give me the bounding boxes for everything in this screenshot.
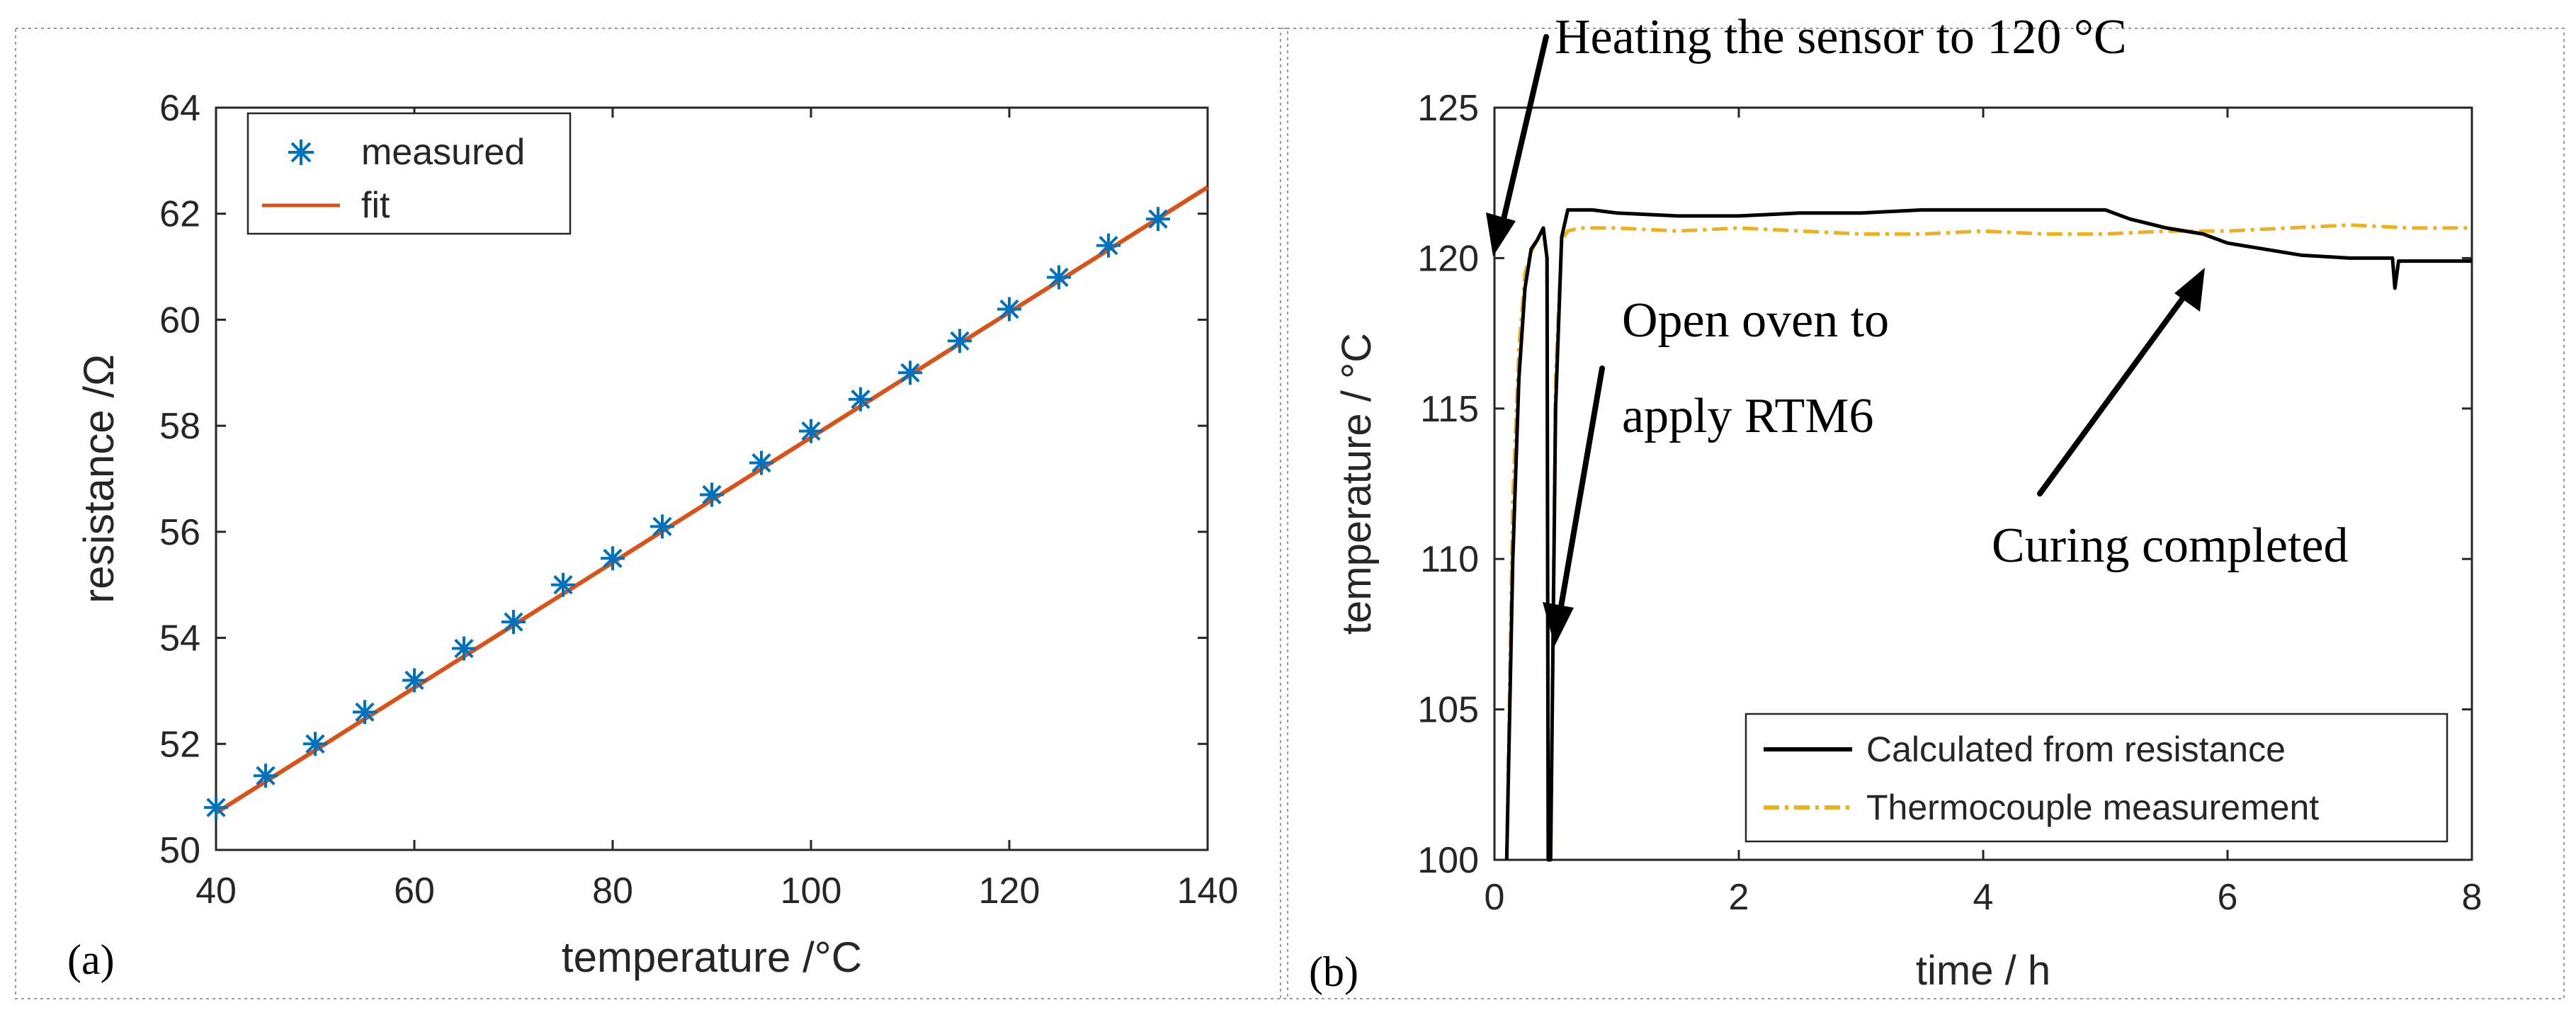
y-tick-label: 120 (1417, 238, 1479, 279)
legend-asterisk-marker (288, 140, 314, 165)
measured-point (402, 668, 426, 693)
measured-point (1146, 207, 1170, 232)
chart-b-legend-box (1744, 713, 2449, 843)
x-tick-label: 40 (195, 870, 237, 912)
chart-b-legend: Calculated from resistance Thermocouple … (1744, 713, 2449, 843)
chart-b-marks (1504, 208, 2472, 862)
legend-entry-fit: fit (361, 185, 390, 226)
chart-a-legend: measured fit (246, 112, 572, 235)
panel-label-b: (b) (1309, 948, 1358, 995)
measured-point (1096, 233, 1120, 258)
x-tick-label: 6 (2218, 877, 2238, 918)
panel-label-a: (a) (67, 936, 115, 983)
chart-b-ticks: 0 2 4 6 8 100 105 110 115 120 125 (1417, 88, 2482, 918)
measured-point (650, 514, 674, 539)
x-tick-label: 2 (1729, 877, 1749, 918)
arrow-curing-head (2174, 268, 2205, 312)
chart-a-ylabel: resistance /Ω (75, 354, 123, 603)
x-tick-label: 60 (394, 870, 435, 912)
y-tick-label: 110 (1420, 539, 1479, 580)
legend-entry-thermocouple: Thermocouple measurement (1866, 788, 2319, 827)
y-tick-label: 115 (1420, 389, 1479, 430)
chart-b-xlabel: time / h (1916, 948, 2050, 994)
measured-point (353, 700, 377, 725)
y-tick-label: 64 (159, 88, 200, 129)
measured-point (749, 450, 773, 475)
arrow-open-oven (1557, 365, 1605, 618)
chart-a-xlabel: temperature /°C (562, 934, 862, 981)
x-tick-label: 120 (979, 870, 1040, 912)
measured-point (254, 764, 278, 788)
arrow-open-oven-head (1543, 602, 1574, 646)
chart-a-legend-box (246, 112, 572, 235)
x-tick-label: 100 (781, 870, 842, 912)
arrow-heating (1499, 34, 1549, 231)
calculated-from-resistance-line (1504, 208, 2472, 862)
measured-point (799, 419, 823, 443)
y-tick-label: 56 (159, 512, 200, 553)
y-tick-label: 125 (1417, 88, 1479, 129)
measured-point (849, 387, 873, 412)
x-tick-label: 0 (1485, 877, 1505, 918)
y-tick-label: 54 (159, 618, 200, 659)
measured-point (303, 732, 327, 756)
measured-point (898, 361, 922, 385)
y-tick-label: 52 (159, 724, 200, 765)
arrow-heating-head (1486, 212, 1516, 256)
x-tick-label: 140 (1177, 870, 1239, 912)
measured-point (551, 572, 575, 597)
chart-b: 0 2 4 6 8 100 105 110 115 120 125 time / h tempera… (1334, 10, 2482, 994)
x-tick-label: 4 (1973, 877, 1994, 918)
measured-point (501, 610, 526, 635)
y-tick-label: 105 (1417, 690, 1479, 731)
chart-b-ylabel: temperature / °C (1334, 333, 1380, 635)
measured-point (452, 636, 476, 661)
legend-entry-measured: measured (361, 132, 525, 173)
y-tick-label: 58 (159, 406, 200, 447)
y-tick-label: 50 (159, 830, 200, 871)
x-tick-label: 8 (2462, 877, 2483, 918)
measured-point (601, 546, 625, 571)
y-tick-label: 100 (1417, 840, 1479, 881)
annotation-apply-rtm6: apply RTM6 (1622, 389, 1874, 443)
legend-measured-asterisk (288, 140, 314, 165)
measured-point (1047, 265, 1071, 290)
arrow-curing (2037, 288, 2191, 497)
measured-point (997, 297, 1021, 322)
chart-a: 40 60 80 100 120 140 50 52 54 56 58 60 62 64 temperat… (75, 88, 1238, 981)
chart-a-ticks: 40 60 80 100 120 140 50 52 54 56 58 60 62 64 (159, 88, 1238, 912)
panel-a-frame (15, 28, 1288, 999)
annotation-arrows (1486, 34, 2205, 646)
annotation-open-oven: Open oven to (1622, 293, 1889, 348)
panel-b-frame (1280, 28, 2565, 999)
y-tick-label: 62 (159, 194, 200, 235)
y-tick-label: 60 (159, 300, 200, 341)
x-tick-label: 80 (592, 870, 633, 912)
annotation-heating: Heating the sensor to 120 °C (1555, 10, 2127, 64)
chart-a-marks (204, 185, 1209, 820)
measured-point (204, 795, 228, 820)
legend-entry-calculated: Calculated from resistance (1866, 730, 2286, 769)
annotation-curing: Curing completed (1992, 518, 2349, 573)
measured-point (948, 329, 972, 353)
measured-point (700, 482, 724, 507)
